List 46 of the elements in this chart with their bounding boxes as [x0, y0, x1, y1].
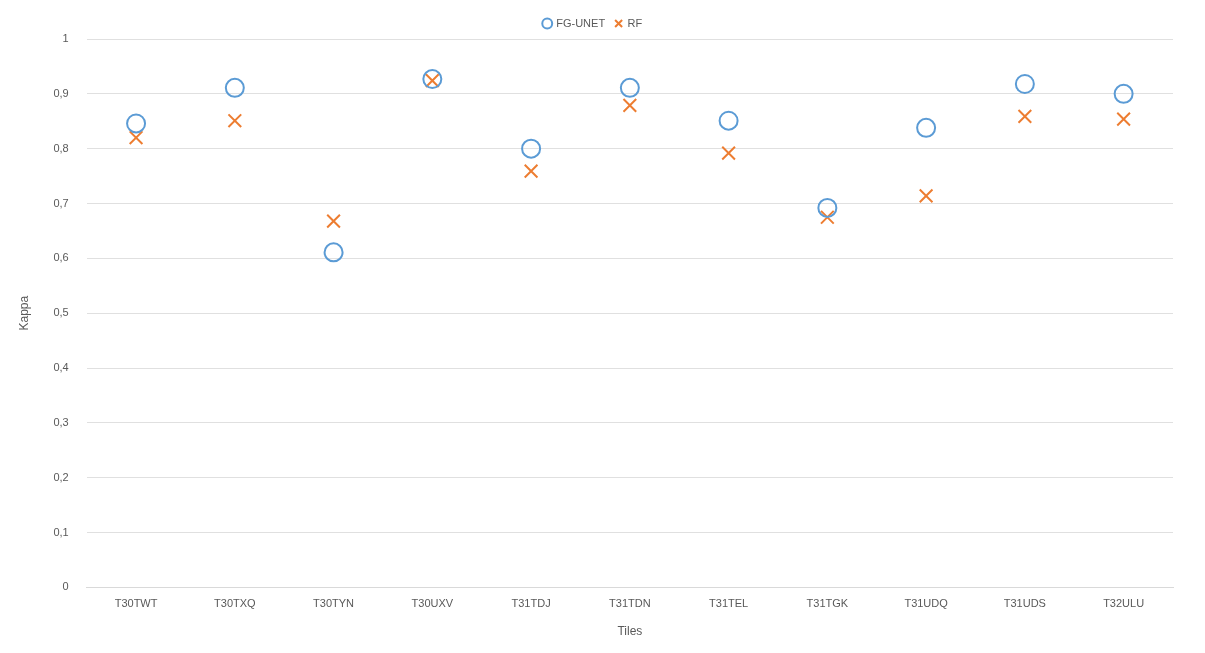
y-tick-label: 0,4	[53, 361, 69, 374]
y-tick-label: 0,1	[53, 525, 69, 538]
point	[1017, 108, 1033, 124]
x-tick-label: T31TGK	[806, 597, 849, 610]
x-tick-label: T30TYN	[313, 597, 355, 610]
x-tick-label: T32ULU	[1103, 597, 1145, 610]
x-tick-label: T31TDN	[609, 597, 651, 610]
y-tick-label: 0,5	[53, 306, 69, 319]
x-tick-label: T30TXQ	[214, 597, 257, 610]
y-tick-label: 0,3	[53, 415, 69, 428]
point	[521, 138, 542, 159]
point	[819, 209, 835, 225]
point	[523, 163, 539, 179]
point	[721, 145, 736, 161]
y-tick-label: 1	[62, 32, 69, 45]
legend-label: FG-UNET	[556, 16, 606, 29]
point	[128, 130, 144, 146]
point	[1014, 73, 1035, 94]
x-tick-label: T31UDQ	[904, 597, 949, 610]
y-tick-label: 0,9	[53, 86, 69, 99]
legend-label: RF	[627, 16, 643, 29]
point	[227, 113, 243, 129]
y-tick-label: 0	[62, 580, 69, 593]
y-tick-label: 0,7	[53, 196, 69, 209]
y-axis-title: Kappa	[16, 295, 31, 331]
point	[326, 213, 341, 229]
x-tick-label: T30TWT	[114, 597, 158, 610]
x-tick-label: T31TDJ	[511, 597, 551, 610]
y-tick-label: 0,6	[53, 251, 69, 264]
point	[718, 110, 739, 131]
point	[918, 188, 934, 204]
point	[126, 113, 147, 134]
x-axis-title: Tiles	[617, 624, 643, 639]
x-tick-label: T30UXV	[411, 597, 454, 610]
point	[224, 77, 245, 98]
point	[622, 97, 638, 113]
point	[817, 197, 838, 218]
x-tick-label: T31TEL	[709, 597, 749, 610]
y-tick-label: 0,8	[53, 141, 69, 154]
x-tick-label: T31UDS	[1003, 597, 1046, 610]
point	[323, 242, 344, 263]
point	[619, 77, 640, 98]
point	[916, 117, 937, 138]
point	[1113, 83, 1134, 104]
y-tick-label: 0,2	[53, 470, 69, 483]
point	[1116, 111, 1131, 127]
